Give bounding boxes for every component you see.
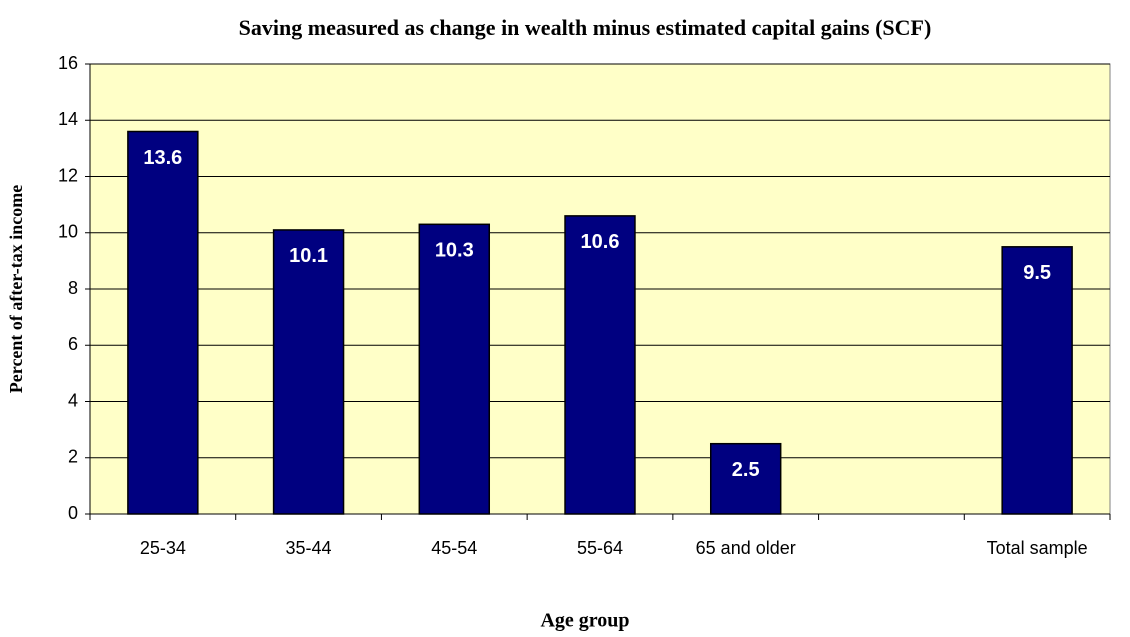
y-tick-label: 6: [68, 334, 78, 354]
bar: [418, 223, 491, 515]
bar: [709, 442, 782, 515]
bar: [272, 229, 345, 515]
y-tick-label: 12: [58, 165, 78, 185]
x-tick-label: 25-34: [139, 538, 186, 558]
data-label: 10.6: [581, 231, 620, 253]
x-axis-label: Age group: [540, 610, 629, 632]
data-label: 2.5: [732, 459, 760, 481]
x-tick-label: Total sample: [986, 538, 1088, 558]
data-label: 10.3: [435, 240, 474, 262]
y-tick-label: 14: [58, 109, 78, 129]
y-tick-label: 4: [68, 390, 78, 410]
x-tick-label: 35-44: [285, 538, 332, 558]
y-tick-label: 16: [58, 53, 78, 73]
x-tick-label: 55-64: [576, 538, 624, 558]
bar: [564, 215, 636, 515]
x-tick-label: 45-54: [431, 538, 478, 558]
data-label: 9.5: [1023, 262, 1051, 284]
chart-title: Saving measured as change in wealth minu…: [239, 15, 932, 40]
data-label: 10.1: [289, 245, 328, 267]
y-tick-label: 2: [68, 447, 78, 467]
bar: [127, 130, 199, 515]
data-label: 13.6: [143, 147, 182, 169]
y-tick-label: 8: [68, 278, 78, 298]
y-axis-label: Percent of after-tax income: [6, 185, 26, 393]
bar: [1001, 246, 1073, 515]
y-tick-label: 0: [68, 503, 78, 523]
x-tick-label: 65 and older: [695, 538, 796, 558]
y-tick-label: 10: [58, 222, 78, 242]
